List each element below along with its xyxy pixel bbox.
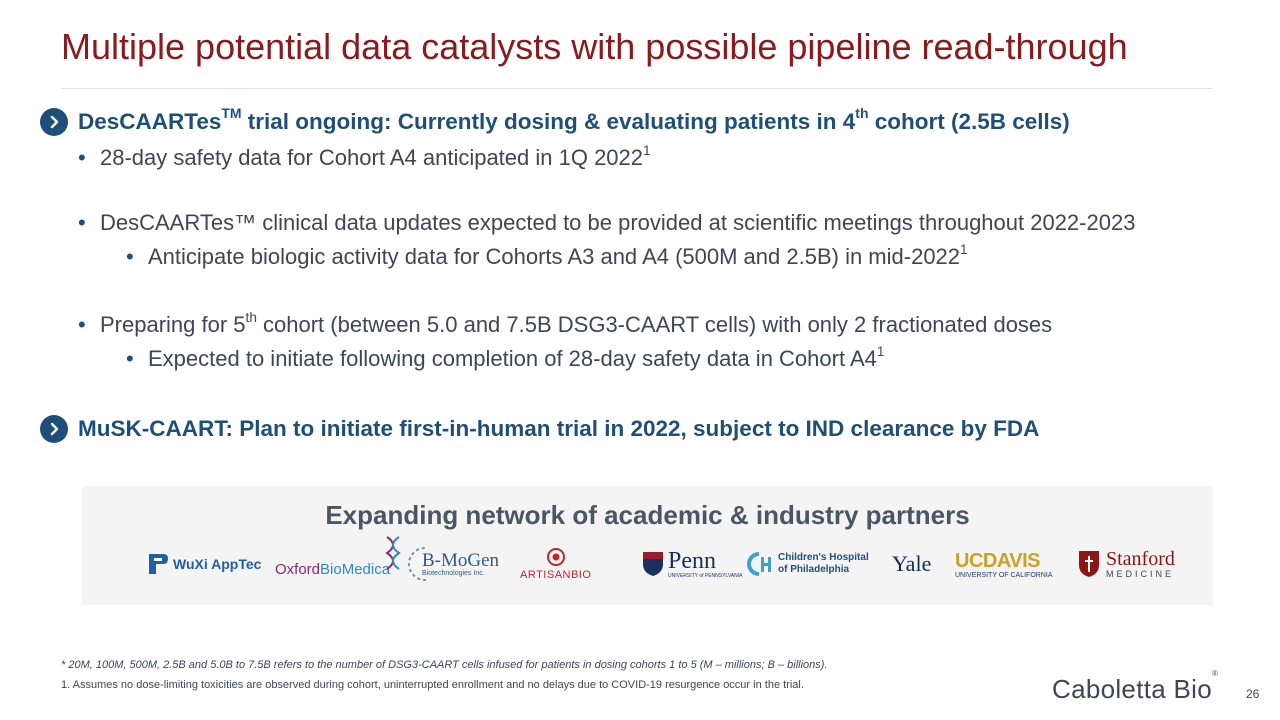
wuxi-apptec-logo: WuXi AppTec (146, 542, 261, 586)
partners-title: Expanding network of academic & industry… (325, 500, 970, 530)
chevron-right-icon (40, 415, 68, 443)
bullet-dot: • (78, 210, 86, 235)
footnote-assumptions: 1. Assumes no dose-limiting toxicities a… (61, 679, 804, 691)
artisanbio-logo: ARTISANBIO (520, 542, 591, 586)
artisan-target-icon (546, 547, 565, 566)
wuxi-mark-icon (149, 554, 168, 574)
b-mogen-logo: B-MoGen Biotechnologies Inc. (406, 542, 499, 586)
bullet-dot: • (78, 145, 86, 170)
b-mogen-arc-icon (408, 547, 426, 581)
section-descaartes-header: DesCAARTesTM trial ongoing: Currently do… (40, 105, 1070, 136)
partners-panel: Expanding network of academic & industry… (82, 486, 1213, 605)
bullet-safety-data: • 28-day safety data for Cohort A4 antici… (78, 142, 651, 170)
footnote-cohort-definitions: * 20M, 100M, 500M, 2.5B and 5.0B to 7.5B… (61, 659, 828, 671)
section-musk-title: MuSK-CAART: Plan to initiate first-in-hu… (78, 416, 1040, 441)
cabaletta-bio-logo: Caboletta Bio® (1052, 668, 1219, 704)
section-descaartes-title: DesCAARTesTM trial ongoing: Currently do… (78, 105, 1070, 134)
title-divider (61, 88, 1213, 89)
chop-mark-icon (747, 552, 771, 576)
dna-helix-icon (385, 536, 401, 570)
penn-logo: Penn UNIVERSITY of PENNSYLVANIA (642, 542, 742, 586)
subbullet-biologic-activity: • Anticipate biologic activity data for C… (126, 241, 968, 269)
ucdavis-logo: UCDAVIS UNIVERSITY OF CALIFORNIA (955, 549, 1053, 579)
chop-logo: Children's Hospital of Philadelphia (745, 542, 869, 586)
bullet-clinical-updates: • DesCAARTes™ clinical data updates expec… (78, 210, 1136, 235)
page-title: Multiple potential data catalysts with p… (61, 26, 1128, 67)
oxford-biomedica-logo: OxfordBioMedica (275, 536, 402, 582)
bullet-fifth-cohort: • Preparing for 5th cohort (between 5.0 a… (78, 309, 1053, 337)
penn-shield-icon (643, 552, 663, 576)
stanford-medicine-logo: Stanford MEDICINE (1078, 542, 1175, 586)
subbullet-initiate-following: • Expected to initiate following completi… (126, 343, 885, 371)
stanford-shield-icon (1079, 551, 1099, 577)
page-number: 26 (1246, 687, 1260, 701)
bullet-dot: • (126, 244, 134, 269)
bullet-dot: • (78, 312, 86, 337)
yale-logo: Yale (892, 551, 932, 576)
chevron-right-icon (40, 108, 68, 136)
section-musk-header: MuSK-CAART: Plan to initiate first-in-hu… (40, 415, 1039, 443)
bullet-dot: • (126, 346, 134, 371)
